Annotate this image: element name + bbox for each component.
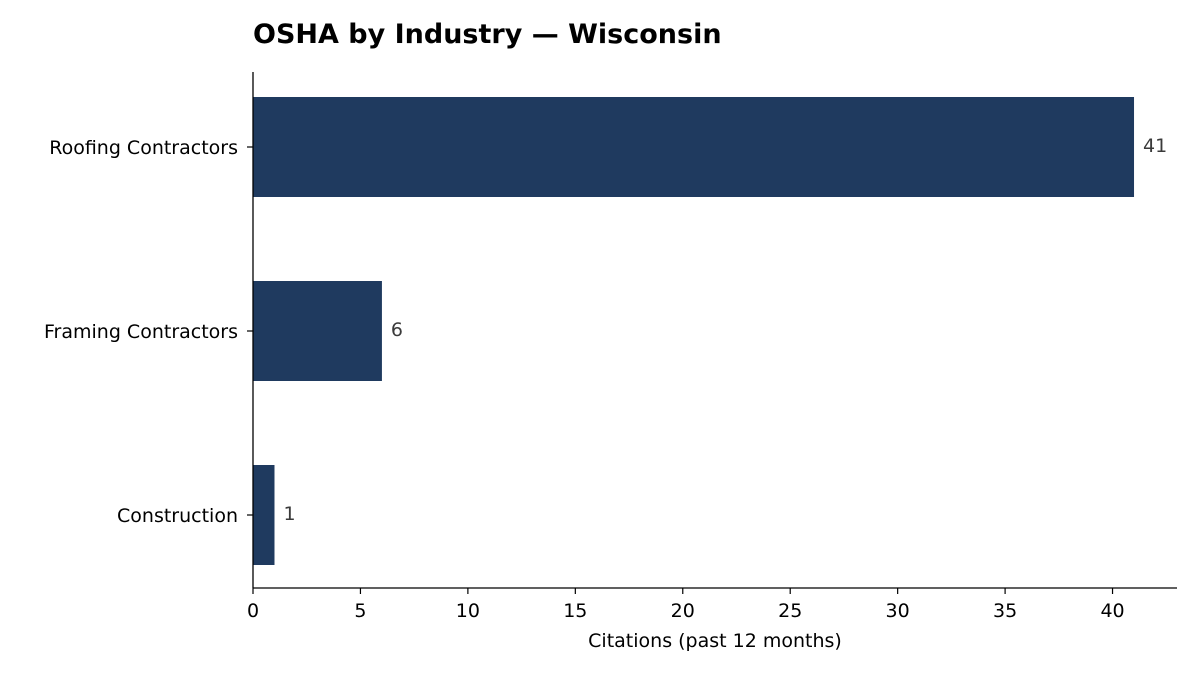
x-tick-label: 40 xyxy=(1100,600,1124,622)
x-tick-label: 10 xyxy=(456,600,480,622)
x-tick-label: 30 xyxy=(886,600,910,622)
value-label-roofing-contractors: 41 xyxy=(1143,135,1167,157)
x-tick-label: 20 xyxy=(671,600,695,622)
bar-construction xyxy=(253,465,275,565)
x-tick-label: 5 xyxy=(354,600,366,622)
value-label-construction: 1 xyxy=(283,503,295,525)
x-axis-label: Citations (past 12 months) xyxy=(588,630,842,652)
category-label-framing-contractors: Framing Contractors xyxy=(44,321,238,343)
category-label-construction: Construction xyxy=(117,505,238,527)
category-label-roofing-contractors: Roofing Contractors xyxy=(49,137,238,159)
x-tick-label: 15 xyxy=(563,600,587,622)
x-tick-label: 25 xyxy=(778,600,802,622)
x-tick-label: 35 xyxy=(993,600,1017,622)
bar-framing-contractors xyxy=(253,281,382,381)
bars-layer: 41 6 1 xyxy=(253,97,1167,565)
bar-roofing-contractors xyxy=(253,97,1135,197)
chart-title: OSHA by Industry — Wisconsin xyxy=(253,19,722,50)
ticks-layer: Roofing Contractors Framing Contractors Co… xyxy=(44,137,1125,622)
value-label-framing-contractors: 6 xyxy=(391,319,403,341)
x-tick-label: 0 xyxy=(247,600,259,622)
